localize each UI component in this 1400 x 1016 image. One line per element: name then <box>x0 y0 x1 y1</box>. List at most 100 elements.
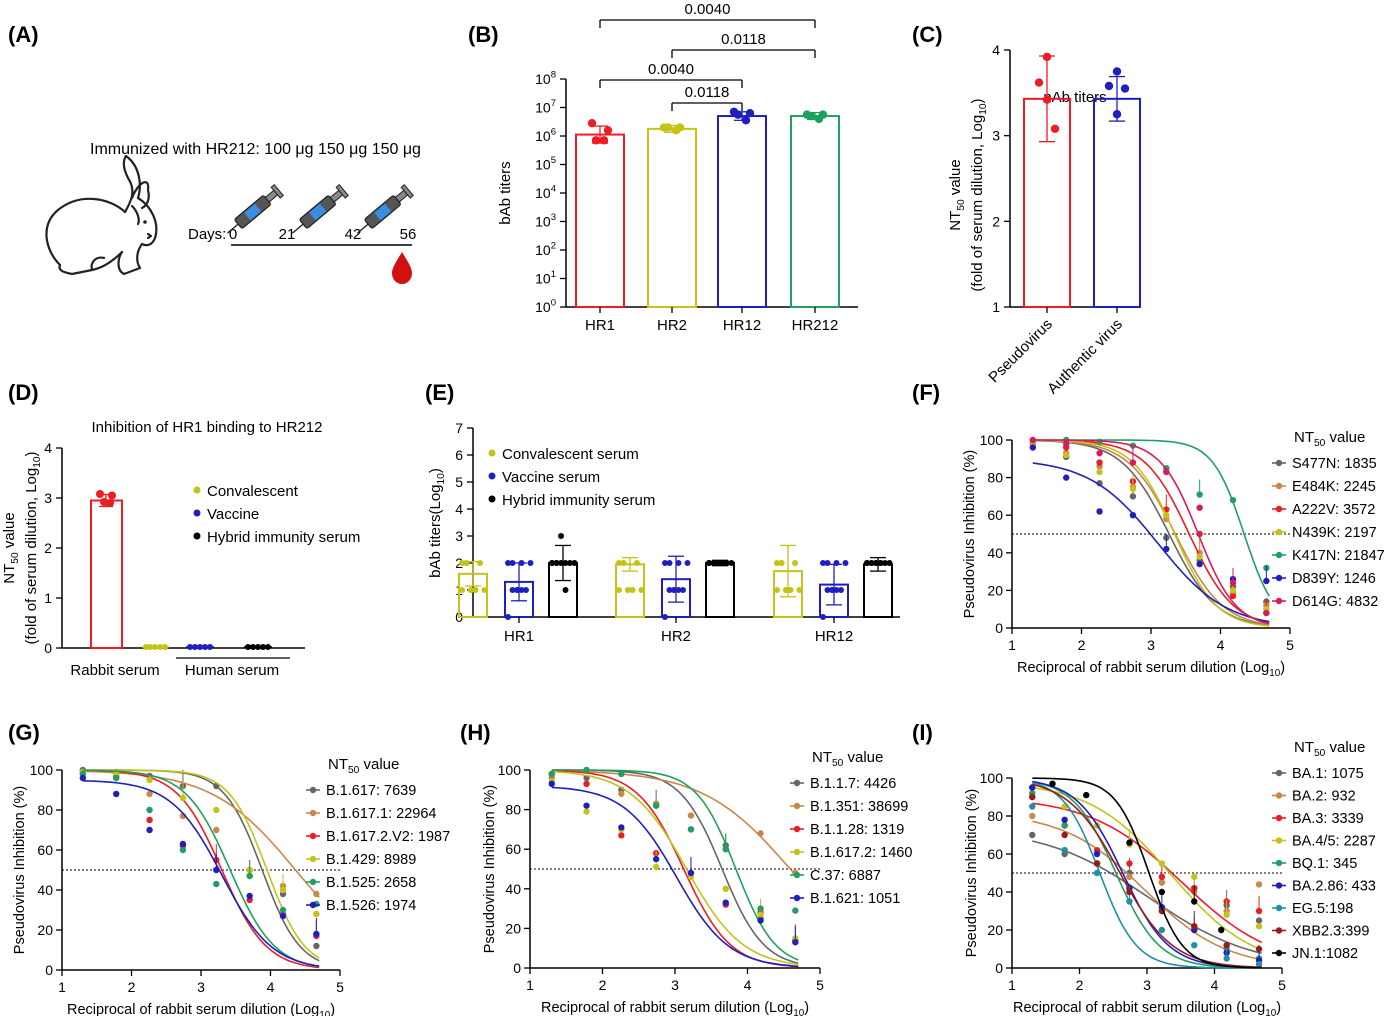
legend-marker <box>1275 837 1283 844</box>
data-point <box>1063 440 1070 447</box>
data-point <box>79 774 87 782</box>
legend-marker <box>309 878 317 886</box>
data-point <box>792 939 799 946</box>
data-point <box>197 644 203 650</box>
legend-label: B.1.1.28: 1319 <box>810 822 904 838</box>
text-span: 10 <box>535 128 551 144</box>
x-tick-label: 1 <box>58 979 66 995</box>
data-point <box>680 587 686 593</box>
text-span: 10 <box>535 271 551 287</box>
y-tick-label: 105 <box>535 155 556 172</box>
subscript: 10 <box>793 1008 804 1016</box>
y-tick-label: 80 <box>37 802 53 818</box>
legend-label: B.1.621: 1051 <box>810 891 900 907</box>
y-tick-label: 40 <box>987 545 1003 561</box>
data-point <box>1096 459 1103 466</box>
legend-marker <box>793 825 801 833</box>
data-point <box>1129 459 1137 466</box>
data-point <box>1061 822 1068 829</box>
legend-label: BA.2: 932 <box>1292 789 1356 805</box>
fit-curve <box>82 780 320 967</box>
y-tick-label: 6 <box>455 447 463 463</box>
data-point <box>757 911 764 918</box>
data-point <box>505 614 511 620</box>
x-tick-label: 2 <box>128 979 136 995</box>
data-point <box>1096 449 1103 457</box>
data-point <box>518 587 525 593</box>
text-span: 10 <box>535 214 551 230</box>
y-tick-label: 80 <box>987 470 1003 486</box>
text-span: NT <box>947 211 964 231</box>
text-span: 10 <box>535 157 551 173</box>
data-point <box>1129 485 1137 493</box>
panel-label-c: (C) <box>912 22 943 47</box>
data-point <box>213 826 220 834</box>
data-point <box>213 866 220 874</box>
data-point <box>1163 512 1170 519</box>
data-point <box>1029 831 1036 839</box>
p-value-label: 0.0118 <box>685 84 730 101</box>
data-point <box>652 802 660 809</box>
data-point <box>1163 545 1170 553</box>
data-point <box>583 802 590 809</box>
data-point <box>1093 869 1101 877</box>
x-tick-label: 4 <box>1211 977 1219 993</box>
data-point <box>724 560 730 566</box>
data-point <box>1104 81 1114 91</box>
legend-label: Hybrid immunity serum <box>502 492 655 509</box>
y-tick-label: 0 <box>45 962 53 978</box>
legend-marker <box>1275 505 1283 513</box>
legend-label: A222V: 3572 <box>1292 502 1375 518</box>
data-point <box>1158 926 1166 934</box>
legend-title: NT50 value <box>328 756 399 776</box>
data-point <box>833 587 840 593</box>
data-point <box>722 885 729 892</box>
legend-marker <box>1275 551 1283 559</box>
y-tick-label: 3 <box>992 128 1000 144</box>
legend-label: XBB2.3:399 <box>1292 924 1369 940</box>
fit-curve <box>82 769 320 968</box>
legend-marker <box>309 832 317 840</box>
legend-marker <box>1275 859 1283 867</box>
data-point <box>687 826 695 833</box>
data-point <box>722 846 729 853</box>
data-point <box>1158 888 1166 896</box>
fit-curve <box>1032 783 1262 968</box>
legend-marker <box>1275 597 1283 605</box>
data-point <box>549 560 555 566</box>
rabbit-outline-part <box>122 154 134 214</box>
panel-label-e: (E) <box>425 380 454 405</box>
group-label-human-serum: Human serum <box>185 662 279 679</box>
data-point <box>728 560 735 566</box>
data-point <box>100 498 108 506</box>
data-point <box>868 560 875 566</box>
data-point <box>548 770 555 778</box>
data-point <box>179 794 187 802</box>
data-point <box>662 560 668 566</box>
legend-marker <box>1275 459 1283 467</box>
y-tick-label: 0 <box>513 960 521 976</box>
rabbit-icon <box>45 154 158 276</box>
data-point <box>1191 898 1198 905</box>
text-span: ) <box>1280 660 1285 676</box>
data-point <box>459 587 465 593</box>
bar <box>1093 97 1141 308</box>
text-span: 1 <box>551 269 556 280</box>
data-point <box>553 560 560 566</box>
syringe-needle <box>356 223 369 234</box>
bar <box>863 563 893 618</box>
y-tick-label: 107 <box>535 98 556 115</box>
fit-curve <box>1032 840 1262 955</box>
data-point <box>1223 955 1230 962</box>
subscript: 10 <box>32 456 43 468</box>
legend-marker <box>793 802 801 810</box>
data-point <box>562 587 569 593</box>
data-point <box>873 560 879 566</box>
text-span: NT <box>1 564 18 584</box>
text-span: ) <box>804 1000 809 1016</box>
legend-label: B.1.351: 38699 <box>810 799 908 815</box>
y-tick-label: 4 <box>992 42 1000 58</box>
data-point <box>113 774 120 782</box>
y-axis-title: Pseudovirus Inhibition (%) <box>964 789 980 957</box>
legend-marker <box>1275 904 1283 912</box>
